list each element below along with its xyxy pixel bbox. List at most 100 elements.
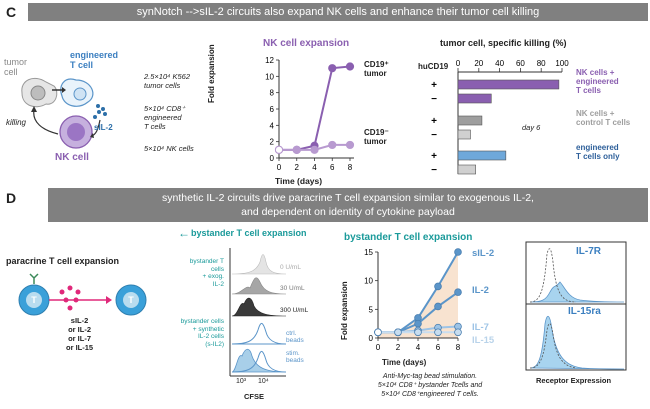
kill-sign-0: + bbox=[431, 80, 437, 91]
bystander-label-sil2: sIL-2 bbox=[472, 248, 495, 259]
kill-bar-1 bbox=[457, 93, 492, 104]
condition-tumor: 2.5×10⁴ K562 tumor cells bbox=[144, 72, 190, 90]
engineered-t-cell-icon bbox=[18, 284, 50, 316]
bystander-point bbox=[454, 288, 462, 296]
bystander-point bbox=[434, 302, 442, 311]
bystander-point bbox=[414, 319, 422, 328]
cfse-trace-ctrl bbox=[231, 323, 287, 345]
kill-bar-0 bbox=[457, 79, 560, 90]
il7r-control-trace bbox=[529, 248, 577, 303]
nk-point bbox=[310, 145, 319, 154]
condition-t-cells: 5×10⁴ CD8⁺ engineered T cells bbox=[144, 104, 186, 131]
group-label-engineered-only: engineered T cells only bbox=[576, 143, 620, 161]
engineered-t-cell-icon bbox=[60, 78, 94, 107]
nk-point bbox=[328, 64, 337, 73]
bystander-caption: Anti-Myc-tag bead stimulation. 5×10⁴ CD8… bbox=[377, 373, 483, 398]
bystander-area bbox=[378, 252, 458, 338]
bystander-expansion-chart: 0 5 10 15 0 2 4 6 8 bbox=[364, 248, 462, 352]
engineered-t-cell-label: engineered T cell bbox=[70, 50, 119, 70]
group-label-nk-engineered: NK cells + engineered T cells bbox=[576, 68, 619, 95]
kill-xtick-label: 40 bbox=[495, 59, 504, 68]
cfse-trace-label-30: 30 U/mL bbox=[280, 285, 305, 292]
nk-cell-label: NK cell bbox=[55, 152, 89, 163]
cytokine-options: sIL-2 or IL-2 or IL-7 or IL-15 bbox=[66, 316, 94, 352]
il15ra-stained-trace bbox=[529, 316, 625, 370]
kill-bar-5 bbox=[457, 164, 476, 175]
cfse-trace-30 bbox=[231, 277, 287, 295]
sil2-dots-icon bbox=[93, 104, 107, 119]
bystander-point bbox=[454, 328, 462, 337]
bystander-label-il7: IL-7 bbox=[472, 322, 489, 333]
group-label-nk-control: NK cells + control T cells bbox=[576, 109, 631, 127]
t-letter-1: T bbox=[31, 295, 37, 305]
day-6-label: day 6 bbox=[522, 123, 541, 132]
bystander-point bbox=[434, 328, 442, 337]
tumor-cell-label: tumor cell bbox=[4, 57, 28, 77]
nk-cell-icon bbox=[59, 115, 93, 149]
cfse-left-label-2: bystander cells + synthetic IL-2 cells (… bbox=[180, 318, 224, 348]
bystander-xtick-label: 6 bbox=[436, 343, 441, 352]
nk-series-line-0 bbox=[279, 65, 351, 151]
kill-xtick-label: 0 bbox=[456, 59, 461, 68]
nk-xlabel: Time (days) bbox=[275, 176, 323, 186]
bystander-xtick-label: 8 bbox=[456, 343, 461, 352]
bystander-ytick-label: 5 bbox=[369, 305, 374, 314]
nk-ytick-label: 4 bbox=[270, 121, 275, 130]
panel-letter-c: C bbox=[6, 4, 17, 20]
bystander-point bbox=[454, 248, 462, 256]
cfse-trace-stim bbox=[231, 348, 287, 373]
nk-xtick-label: 6 bbox=[330, 163, 335, 172]
nk-xtick-label: 8 bbox=[348, 163, 353, 172]
receptor-label-il15ra: IL-15ra bbox=[568, 306, 601, 317]
cfse-trace-0 bbox=[231, 254, 287, 275]
panel-d-banner: synthetic IL-2 circuits drive paracrine … bbox=[48, 188, 648, 222]
panel-letter-d: D bbox=[6, 190, 17, 206]
kill-sign-2: + bbox=[431, 116, 437, 127]
receptor-label-il7r: IL-7R bbox=[576, 246, 601, 257]
cfse-trace-label-stim: stim. beads bbox=[286, 350, 304, 364]
killing-arrow-icon bbox=[33, 109, 59, 135]
bystander-xlabel: Time (days) bbox=[382, 358, 427, 367]
nk-point bbox=[345, 62, 355, 71]
nk-xtick-label: 2 bbox=[295, 163, 300, 172]
hucd19-label: huCD19 bbox=[418, 62, 449, 71]
il7r-stained-trace bbox=[529, 281, 625, 303]
kill-sign-3: − bbox=[431, 130, 437, 141]
panel-c-banner: synNotch -->sIL-2 circuits also expand N… bbox=[28, 3, 648, 21]
receptor-icon bbox=[29, 273, 39, 284]
nk-ylabel: Fold expansion bbox=[207, 44, 216, 103]
nk-chart-title: NK cell expansion bbox=[263, 38, 350, 49]
cfse-arrow: ← bbox=[178, 226, 190, 240]
cfse-trace-label-0: 0 U/mL bbox=[280, 264, 301, 271]
tumor-cell-icon bbox=[21, 78, 58, 108]
cfse-trace-300 bbox=[231, 297, 287, 317]
killing-label: killing bbox=[6, 118, 27, 127]
cfse-left-label-1: bystander T cells + exog. IL-2 bbox=[189, 258, 224, 288]
panel-d-banner-line1: synthetic IL-2 circuits drive paracrine … bbox=[162, 192, 534, 204]
cfse-trace-label-ctrl: ctrl. beads bbox=[286, 330, 304, 344]
nk-ytick-label: 2 bbox=[270, 138, 275, 147]
cfse-trace-label-300: 300 U/mL bbox=[280, 307, 309, 314]
nk-point bbox=[292, 145, 301, 154]
kill-xtick-label: 100 bbox=[555, 59, 569, 68]
killing-chart-title: tumor cell, specific killing (%) bbox=[440, 38, 567, 48]
panel-d-banner-line2: and dependent on identity of cytokine pa… bbox=[241, 206, 455, 218]
bystander-label-il15: IL-15 bbox=[472, 335, 495, 346]
nk-ytick-label: 0 bbox=[270, 154, 275, 163]
nk-point bbox=[328, 140, 337, 150]
cfse-histograms bbox=[229, 248, 287, 377]
nk-point bbox=[274, 145, 284, 154]
nk-ytick-label: 10 bbox=[265, 72, 274, 81]
kill-bar-3 bbox=[457, 129, 471, 140]
nk-ytick-label: 8 bbox=[270, 89, 275, 98]
bystander-ytick-label: 15 bbox=[364, 248, 373, 257]
bystander-xtick-label: 2 bbox=[396, 343, 401, 352]
receptor-xlabel: Receptor Expression bbox=[536, 376, 612, 385]
cfse-xtick-1e4: 10⁴ bbox=[258, 378, 269, 385]
sil2-label: sIL-2 bbox=[94, 123, 113, 132]
nk-series-label-neg: CD19⁻ tumor bbox=[364, 128, 389, 146]
kill-sign-1: − bbox=[431, 94, 437, 105]
cfse-xtick-1e3: 10³ bbox=[236, 378, 247, 385]
bystander-point bbox=[394, 328, 402, 337]
cfse-xlabel: CFSE bbox=[244, 392, 265, 401]
